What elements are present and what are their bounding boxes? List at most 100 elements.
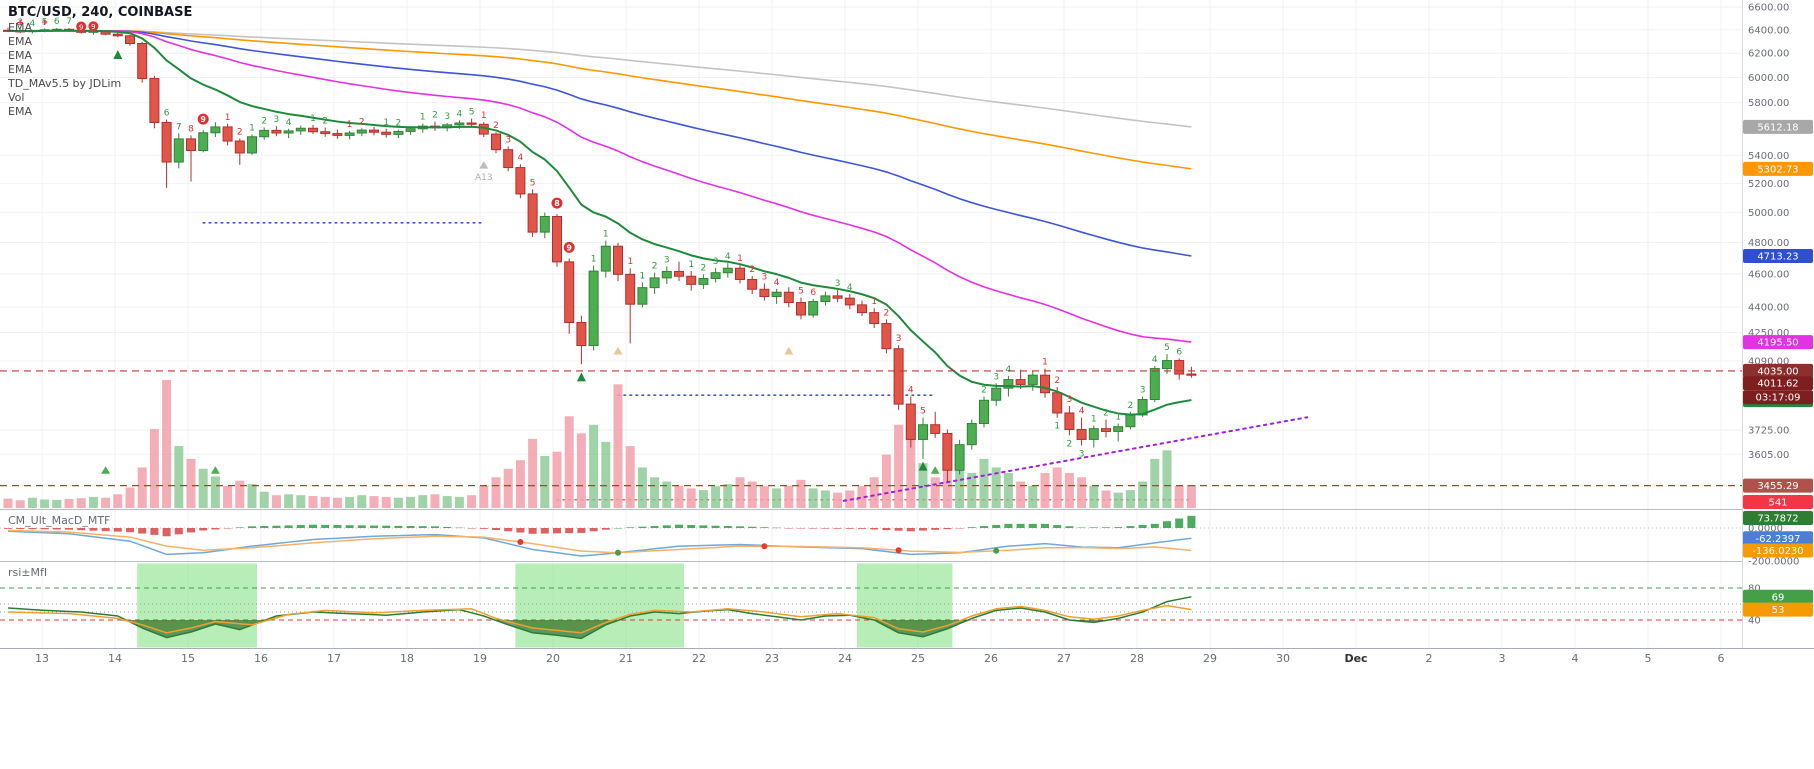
candle-body[interactable] bbox=[125, 35, 135, 45]
rsi-pane-title[interactable]: rsi±MfI bbox=[8, 566, 47, 579]
candle-body[interactable] bbox=[588, 270, 599, 347]
candle-body[interactable] bbox=[320, 131, 331, 135]
candle-body[interactable] bbox=[869, 312, 880, 325]
time-axis-label[interactable]: 26 bbox=[984, 652, 998, 665]
candle-body[interactable] bbox=[881, 323, 892, 350]
candle-body[interactable] bbox=[137, 43, 148, 79]
candle-body[interactable] bbox=[515, 167, 526, 195]
legend-item-vol[interactable]: Vol bbox=[8, 91, 24, 104]
ema-line[interactable] bbox=[7, 30, 1192, 128]
time-axis-label[interactable]: 19 bbox=[473, 652, 487, 665]
candle-body[interactable] bbox=[991, 387, 1002, 401]
time-axis-label[interactable]: 30 bbox=[1276, 652, 1290, 665]
candle-body[interactable] bbox=[966, 423, 977, 446]
candle-body[interactable] bbox=[783, 291, 794, 304]
candle-body[interactable] bbox=[735, 267, 745, 280]
candle-body[interactable] bbox=[356, 129, 367, 134]
ema-line[interactable] bbox=[7, 30, 1192, 257]
candle-body[interactable] bbox=[1101, 428, 1111, 432]
legend-item-ema-1[interactable]: EMA bbox=[8, 21, 32, 34]
candle-body[interactable] bbox=[491, 133, 501, 151]
candle-body[interactable] bbox=[796, 302, 806, 316]
candle-body[interactable] bbox=[832, 295, 843, 299]
candle-body[interactable] bbox=[259, 129, 270, 138]
time-axis-label[interactable]: 25 bbox=[911, 652, 925, 665]
candle-body[interactable] bbox=[308, 127, 318, 133]
candle-body[interactable] bbox=[844, 297, 855, 306]
time-axis-label[interactable]: 18 bbox=[400, 652, 414, 665]
candle-body[interactable] bbox=[820, 295, 831, 303]
time-axis-label[interactable]: 24 bbox=[838, 652, 852, 665]
symbol-title[interactable]: BTC/USD, 240, COINBASE bbox=[8, 5, 192, 20]
candle-body[interactable] bbox=[527, 193, 538, 233]
time-axis-label[interactable]: 5 bbox=[1645, 652, 1652, 665]
candle-body[interactable] bbox=[344, 132, 355, 136]
time-axis-label[interactable]: Dec bbox=[1344, 652, 1367, 665]
candle-body[interactable] bbox=[173, 138, 184, 163]
candle-body[interactable] bbox=[393, 130, 404, 135]
ema-line[interactable] bbox=[7, 30, 1192, 170]
candle-body[interactable] bbox=[918, 424, 928, 440]
trendline[interactable] bbox=[842, 416, 1309, 502]
candle-body[interactable] bbox=[381, 131, 392, 135]
legend-item-tdma[interactable]: TD_MAv5.5 by JDLim bbox=[7, 77, 121, 90]
candle-body[interactable] bbox=[1052, 392, 1063, 414]
candle-body[interactable] bbox=[710, 272, 721, 280]
candle-body[interactable] bbox=[1040, 374, 1050, 394]
candle-body[interactable] bbox=[198, 132, 209, 152]
candle-body[interactable] bbox=[722, 267, 733, 274]
candle-body[interactable] bbox=[222, 126, 233, 142]
time-axis-label[interactable]: 14 bbox=[108, 652, 122, 665]
candle-body[interactable] bbox=[1064, 412, 1075, 430]
candle-body[interactable] bbox=[637, 287, 648, 305]
candle-body[interactable] bbox=[649, 277, 660, 289]
candle-body[interactable] bbox=[564, 261, 575, 324]
candle-body[interactable] bbox=[674, 270, 684, 277]
candle-body[interactable] bbox=[1003, 379, 1014, 389]
legend-item-ema-4[interactable]: EMA bbox=[8, 63, 32, 76]
candle-body[interactable] bbox=[613, 245, 623, 275]
candle-body[interactable] bbox=[210, 126, 221, 134]
ema-line[interactable] bbox=[7, 30, 1192, 343]
candle-body[interactable] bbox=[698, 278, 709, 285]
candle-body[interactable] bbox=[759, 288, 770, 298]
candle-body[interactable] bbox=[979, 399, 989, 425]
time-axis-label[interactable]: 29 bbox=[1203, 652, 1217, 665]
time-axis-label[interactable]: 27 bbox=[1057, 652, 1071, 665]
ema-line[interactable] bbox=[7, 29, 1192, 416]
candle-body[interactable] bbox=[1162, 360, 1172, 370]
candle-body[interactable] bbox=[686, 275, 697, 285]
candle-body[interactable] bbox=[161, 121, 172, 163]
candle-body[interactable] bbox=[112, 33, 123, 37]
time-axis-label[interactable]: 23 bbox=[765, 652, 779, 665]
candle-body[interactable] bbox=[1088, 428, 1099, 440]
time-axis-label[interactable]: 21 bbox=[619, 652, 633, 665]
candle-body[interactable] bbox=[1125, 414, 1136, 428]
legend-item-ema-3[interactable]: EMA bbox=[8, 49, 32, 62]
candle-body[interactable] bbox=[857, 304, 867, 314]
candle-body[interactable] bbox=[930, 424, 941, 434]
candle-body[interactable] bbox=[1149, 368, 1160, 401]
candle-body[interactable] bbox=[576, 322, 587, 347]
candle-body[interactable] bbox=[893, 348, 904, 405]
legend-item-ema-5[interactable]: EMA bbox=[8, 105, 32, 118]
candle-body[interactable] bbox=[369, 129, 379, 133]
time-axis-label[interactable]: 16 bbox=[254, 652, 268, 665]
legend-item-ema-2[interactable]: EMA bbox=[8, 35, 32, 48]
candle-body[interactable] bbox=[1027, 374, 1038, 385]
time-axis-label[interactable]: 28 bbox=[1130, 652, 1144, 665]
candle-body[interactable] bbox=[1174, 360, 1185, 375]
candle-body[interactable] bbox=[234, 140, 245, 154]
candle-body[interactable] bbox=[295, 127, 306, 132]
candle-body[interactable] bbox=[271, 129, 282, 134]
candle-body[interactable] bbox=[1113, 426, 1124, 432]
candle-body[interactable] bbox=[771, 291, 782, 298]
candle-body[interactable] bbox=[747, 278, 758, 290]
candle-body[interactable] bbox=[332, 133, 343, 136]
candle-body[interactable] bbox=[247, 136, 257, 154]
candle-body[interactable] bbox=[283, 130, 294, 134]
time-axis-label[interactable]: 4 bbox=[1572, 652, 1579, 665]
time-axis-label[interactable]: 17 bbox=[327, 652, 341, 665]
candle-body[interactable] bbox=[942, 432, 953, 471]
